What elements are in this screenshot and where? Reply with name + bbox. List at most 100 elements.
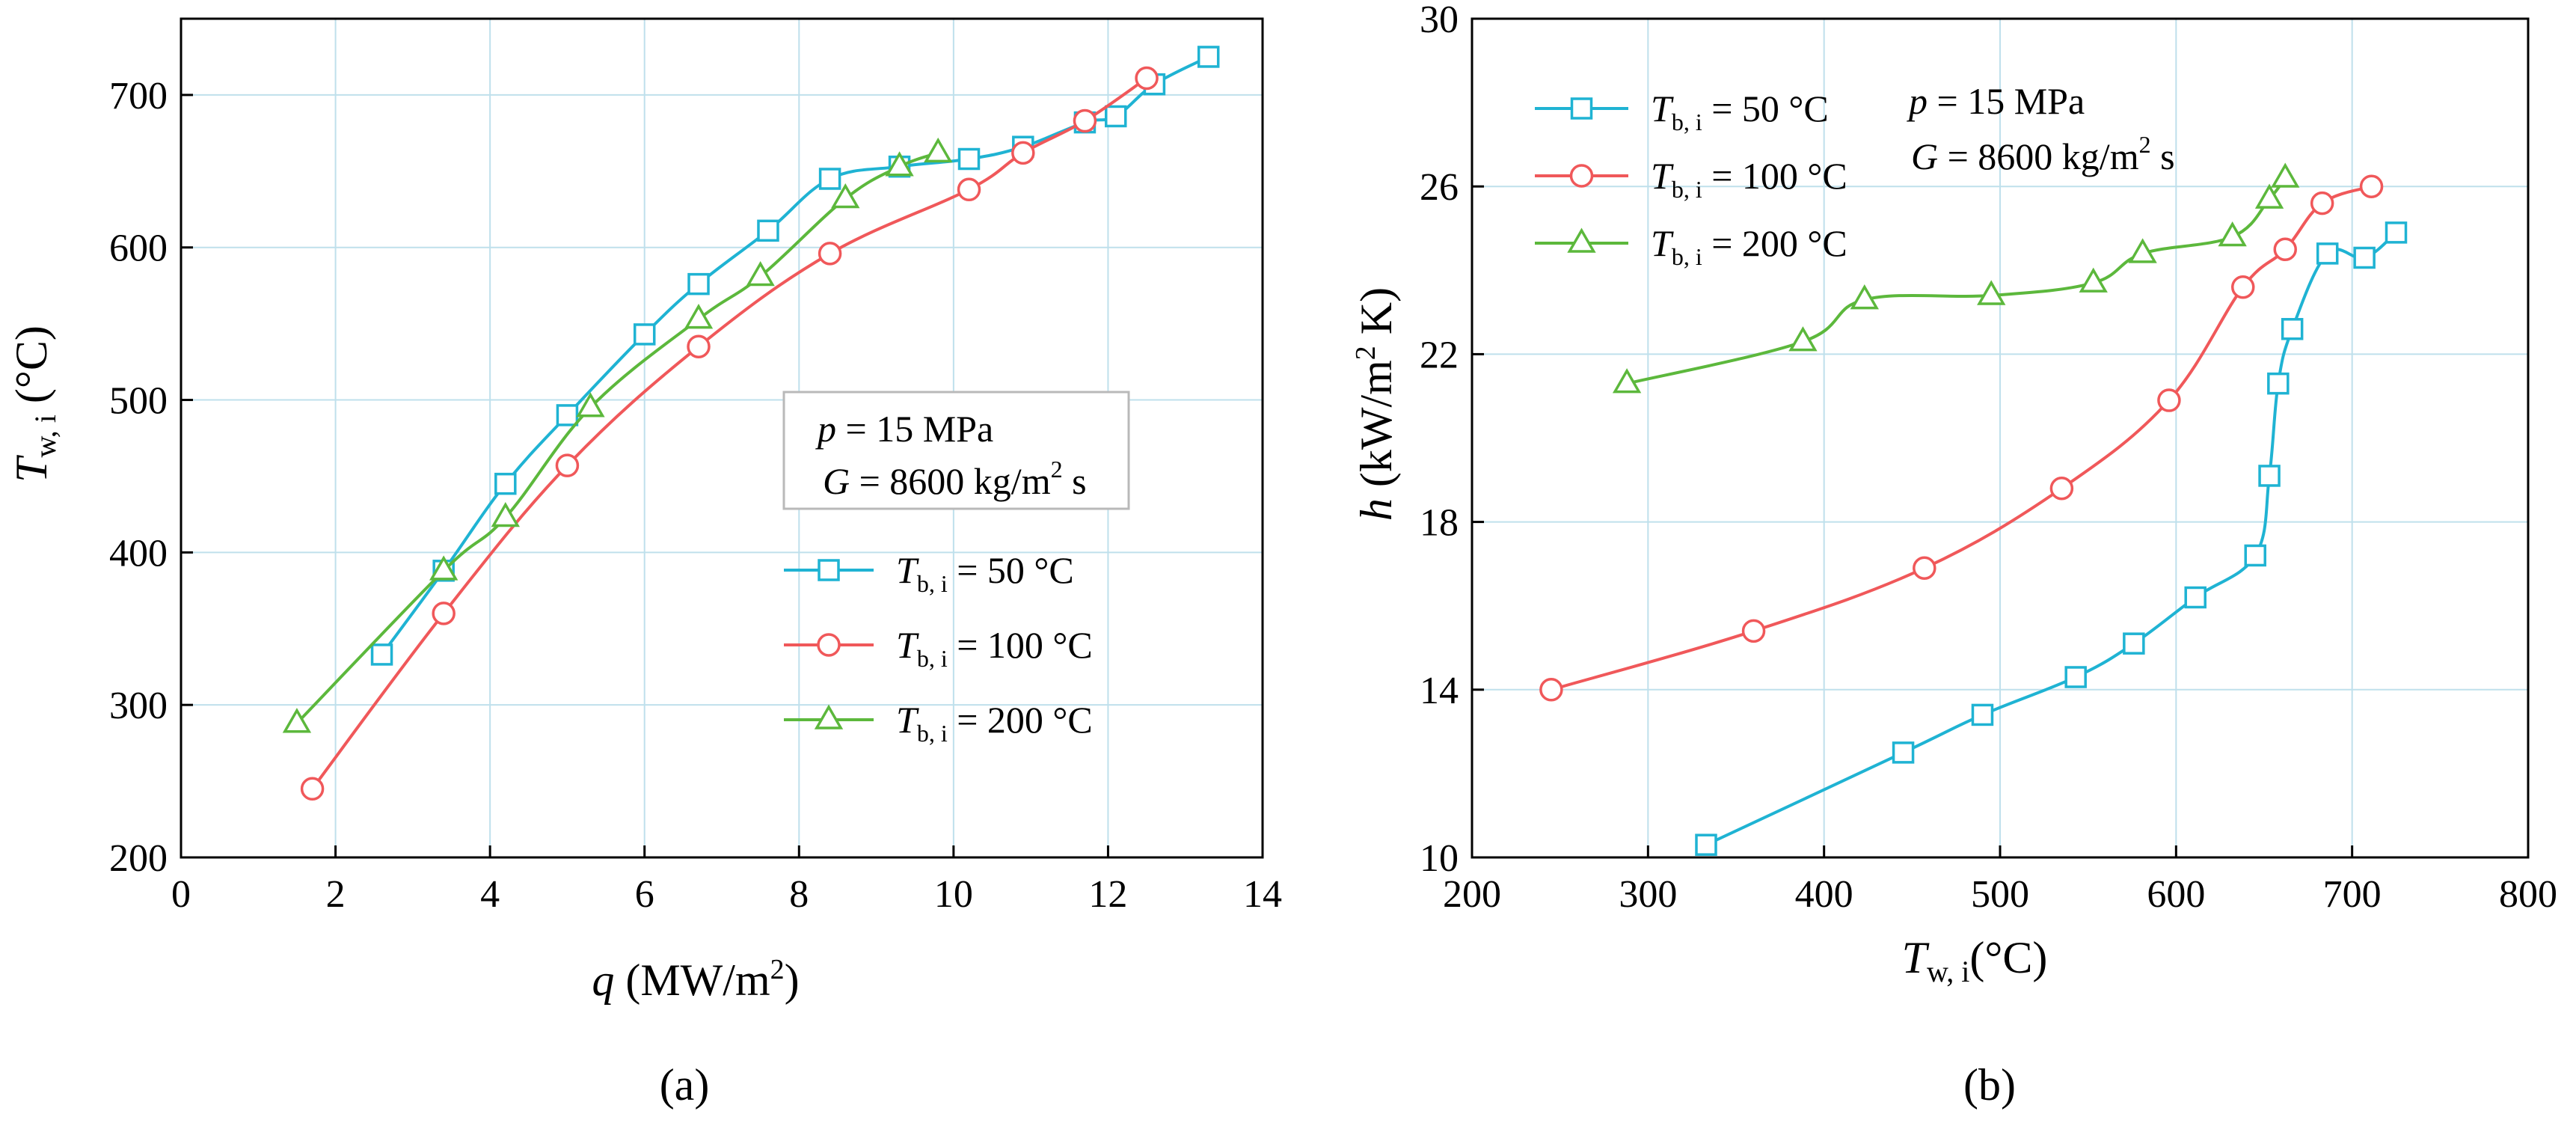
x-tick-label: 800	[2499, 873, 2557, 916]
x-tick-label: 400	[1795, 873, 1853, 916]
panel-b-y-axis-title: h (kW/m2 K)	[1350, 287, 1401, 521]
data-point	[1741, 619, 1766, 643]
panel-a-series	[282, 46, 1220, 801]
y-tick-label: 10	[1420, 837, 1459, 880]
legend-marker	[1567, 227, 1596, 253]
data-point	[1135, 66, 1159, 91]
data-point	[576, 392, 605, 417]
legend-entry-50: Tb, i = 50 °C	[784, 549, 1074, 597]
data-point	[2254, 183, 2284, 209]
series-markers-1	[300, 66, 1159, 801]
data-point	[2273, 237, 2297, 262]
data-point	[432, 602, 456, 625]
data-point	[1105, 105, 1127, 128]
data-point	[1197, 46, 1220, 68]
panel-b-condition-box: p = 15 MPa G = 8600 kg/m2 s	[1907, 80, 2175, 177]
panel-a-label: (a)	[660, 1060, 710, 1110]
legend-marker	[814, 704, 844, 729]
data-point	[556, 404, 579, 426]
panel-a-y-axis-title: Tw, i (°C)	[7, 325, 62, 483]
panel-a-ticks: 0 2 4 6 8 10 12 14 200 300 400 500 600 700	[109, 75, 1282, 916]
data-point	[818, 168, 841, 190]
y-tick-label: 30	[1420, 0, 1459, 41]
data-point	[2049, 477, 2074, 501]
panel-b-ticks: 200 300 400 500 600 700 800 10 14 18 22 26 30	[1420, 0, 2557, 916]
x-tick-label: 8	[789, 873, 809, 916]
data-point	[684, 304, 714, 329]
data-point	[491, 501, 520, 527]
data-point	[957, 147, 981, 171]
y-tick-label: 14	[1420, 670, 1459, 712]
data-point	[831, 183, 860, 209]
data-point	[2218, 221, 2247, 247]
x-tick-label: 6	[635, 873, 654, 916]
x-tick-label: 700	[2323, 873, 2382, 916]
data-point	[957, 177, 981, 202]
data-point	[687, 334, 711, 358]
y-tick-label: 18	[1420, 502, 1459, 545]
svg-text:G = 8600 kg/m2 s: G = 8600 kg/m2 s	[823, 456, 1087, 502]
data-point	[2128, 238, 2157, 263]
panel-a-plot-frame	[180, 17, 1264, 859]
x-title-main: q	[592, 955, 614, 1005]
data-point	[2267, 372, 2290, 395]
x-tick-label: 200	[1443, 873, 1501, 916]
series-line-2	[1626, 177, 2287, 385]
series-markers-2	[1612, 162, 2300, 394]
data-point	[885, 151, 914, 177]
data-point	[2281, 318, 2304, 340]
data-point	[1011, 141, 1035, 165]
legend-entry-200: Tb, i = 200 °C	[784, 699, 1093, 747]
y-tick-label: 200	[109, 837, 168, 880]
data-point	[1539, 678, 1563, 702]
series-line-0	[380, 55, 1209, 656]
data-point	[687, 272, 710, 296]
data-point	[2316, 242, 2339, 265]
data-point	[633, 323, 656, 346]
y-tick-label: 400	[109, 532, 168, 575]
data-point	[2231, 275, 2255, 299]
series-line-0	[1705, 231, 2397, 847]
data-point	[1695, 833, 1717, 856]
svg-text:Tb, i = 100 °C: Tb, i = 100 °C	[896, 624, 1093, 672]
data-point	[2353, 246, 2376, 269]
series-markers-0	[370, 46, 1220, 666]
legend-entry-50: Tb, i = 50 °C	[1535, 88, 1829, 135]
svg-text:Tb, i = 100 °C: Tb, i = 100 °C	[1651, 155, 1847, 203]
data-point	[2079, 267, 2108, 293]
data-point	[746, 260, 775, 287]
panel-b-x-axis-title: Tw, i(°C)	[1902, 933, 2048, 988]
data-point	[1850, 284, 1879, 310]
data-point	[2271, 162, 2300, 188]
svg-text:p = 15 MPa: p = 15 MPa	[1907, 80, 2085, 122]
panel-b-grid	[1472, 19, 2528, 857]
x-tick-label: 2	[326, 873, 346, 916]
series-markers-0	[1695, 221, 2408, 856]
legend-marker	[817, 633, 841, 657]
data-point	[494, 472, 517, 495]
svg-text:Tw, i (°C): Tw, i (°C)	[7, 325, 62, 483]
svg-text:Tb, i = 50 °C: Tb, i = 50 °C	[896, 549, 1074, 597]
data-point	[1913, 556, 1936, 581]
data-point	[1971, 703, 1994, 726]
svg-text:h (kW/m2 K): h (kW/m2 K)	[1350, 287, 1401, 521]
y-tick-label: 300	[109, 685, 168, 727]
data-point	[370, 643, 393, 666]
data-point	[757, 219, 779, 242]
y-tick-label: 600	[109, 227, 168, 270]
legend-entry-100: Tb, i = 100 °C	[784, 624, 1093, 672]
x-tick-label: 0	[171, 873, 191, 916]
data-point	[1073, 108, 1097, 133]
y-tick-label: 700	[109, 75, 168, 117]
svg-text:q (MW/m2): q (MW/m2)	[592, 954, 799, 1005]
panel-b-series	[1539, 162, 2408, 856]
data-point	[2157, 388, 2181, 412]
svg-text:p = 15 MPa: p = 15 MPa	[815, 408, 993, 450]
panel-b-chart: 200 300 400 500 600 700 800 10 14 18 22 26 30 Tw, i(…	[1350, 0, 2557, 1110]
data-point	[1892, 741, 1915, 764]
svg-text:Tb, i = 50 °C: Tb, i = 50 °C	[1651, 88, 1829, 135]
data-point	[2258, 465, 2281, 487]
data-point	[2310, 191, 2334, 215]
data-point	[924, 137, 953, 163]
